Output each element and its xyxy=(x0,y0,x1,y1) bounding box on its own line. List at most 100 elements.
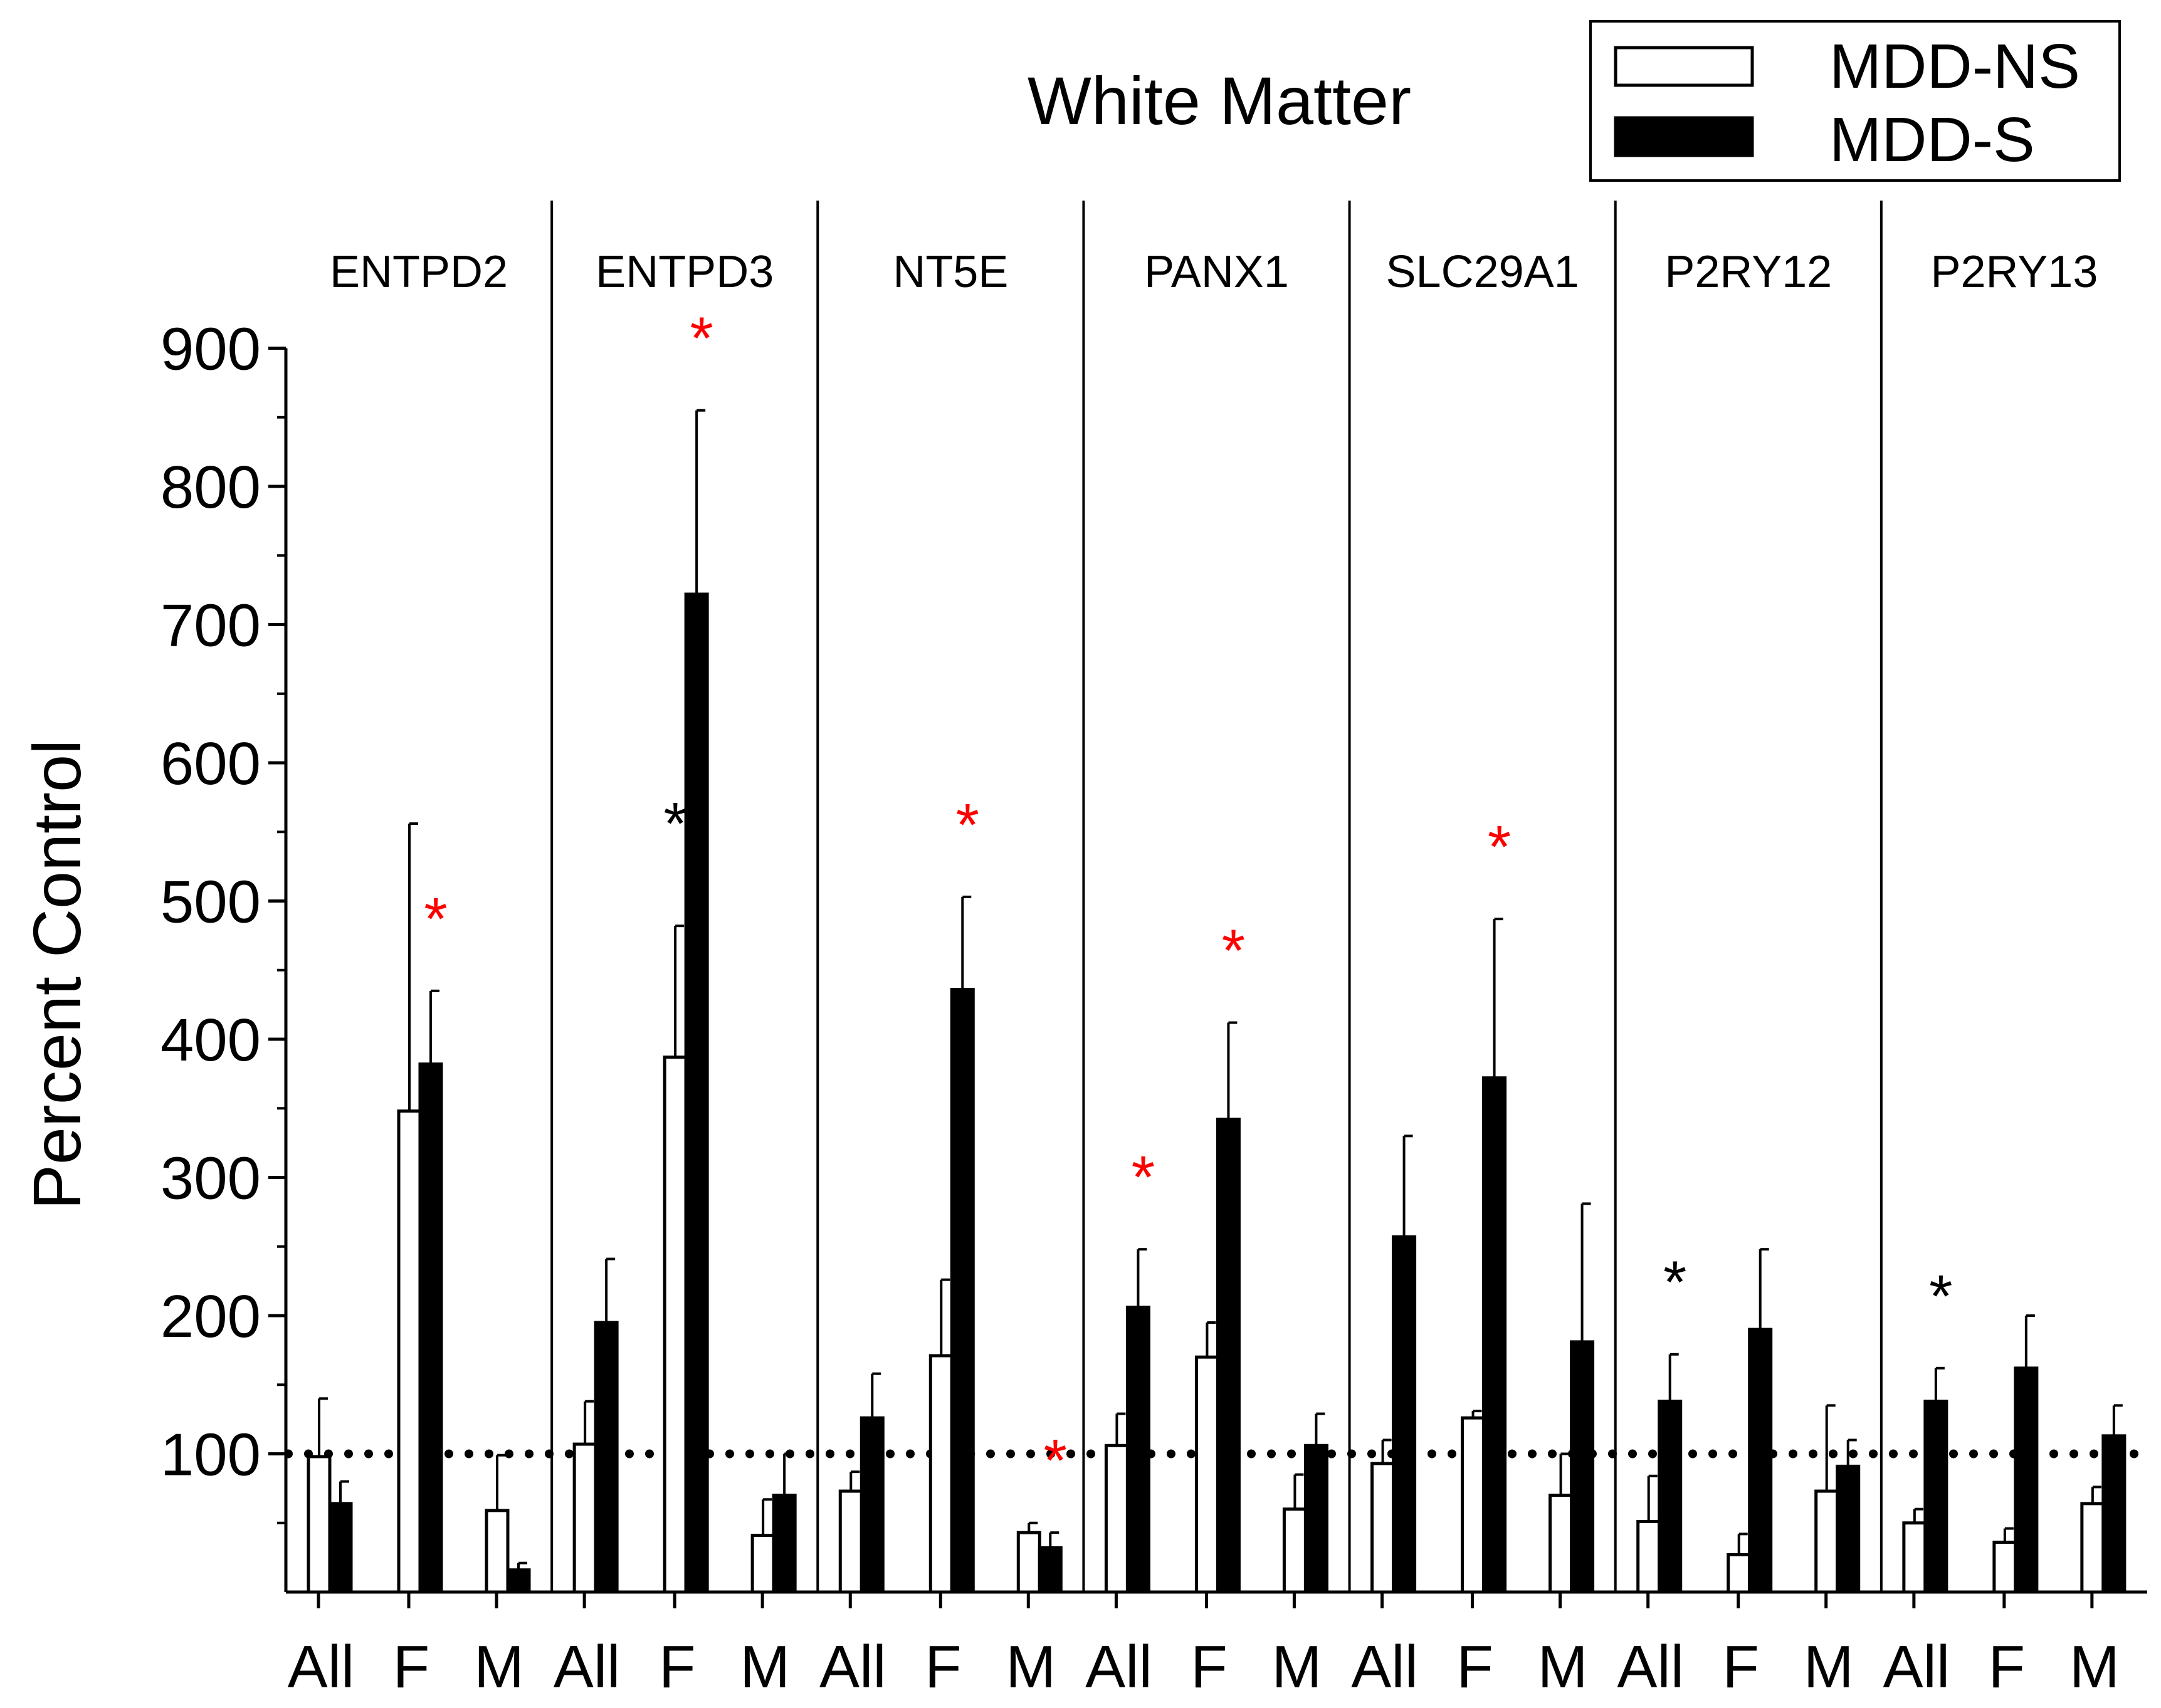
significance-star: * xyxy=(690,305,713,372)
y-tick-label: 600 xyxy=(160,730,261,797)
bar-mdd-ns xyxy=(838,1489,863,1594)
panel-label: P2RY12 xyxy=(1664,247,1832,297)
x-tick-label: F xyxy=(1722,1633,1759,1700)
bar-mdd-ns xyxy=(1461,1416,1486,1594)
x-tick-label: All xyxy=(288,1633,355,1700)
axes xyxy=(268,347,2147,1608)
bar-mdd-ns xyxy=(397,1109,422,1594)
significance-star: * xyxy=(1929,1263,1952,1330)
significance-star: * xyxy=(1663,1249,1686,1316)
chart-title: White Matter xyxy=(1028,63,1411,139)
x-tick-label: F xyxy=(1191,1633,1228,1700)
y-tick-label: 300 xyxy=(160,1145,261,1212)
bar-mdd-ns xyxy=(1727,1553,1752,1594)
legend-swatch-mdd-s xyxy=(1614,116,1754,157)
panel-label: NT5E xyxy=(893,247,1008,297)
significance-star: * xyxy=(1222,918,1245,985)
bar-mdd-s xyxy=(1570,1340,1595,1594)
bar-mdd-ns xyxy=(2080,1502,2105,1594)
bar-mdd-ns xyxy=(1370,1462,1396,1594)
x-tick-label: All xyxy=(819,1633,886,1700)
y-tick-label: 700 xyxy=(160,592,261,659)
bars xyxy=(307,409,2127,1594)
x-tick-label: F xyxy=(659,1633,696,1700)
bar-mdd-s xyxy=(328,1502,353,1594)
bar-mdd-ns xyxy=(1104,1443,1129,1594)
panel-label: P2RY13 xyxy=(1930,247,2098,297)
bar-mdd-s xyxy=(1216,1118,1241,1594)
x-tick-label: All xyxy=(1085,1633,1152,1700)
significance-star: * xyxy=(663,790,686,857)
y-tick-label: 900 xyxy=(160,316,261,383)
x-tick-label: M xyxy=(1804,1633,1854,1700)
bar-mdd-ns xyxy=(663,1056,688,1594)
bar-mdd-ns xyxy=(928,1354,954,1594)
significance-star: * xyxy=(1044,1427,1067,1494)
bar-mdd-s xyxy=(1923,1400,1948,1594)
x-tick-label: M xyxy=(2069,1633,2120,1700)
bar-mdd-s xyxy=(950,988,975,1594)
bar-mdd-s xyxy=(2014,1366,2039,1594)
bar-mdd-s xyxy=(1748,1328,1773,1594)
x-tick-label: F xyxy=(1989,1633,2026,1700)
bar-mdd-s xyxy=(1658,1400,1683,1594)
bar-mdd-s xyxy=(860,1416,885,1594)
bar-mdd-s xyxy=(1303,1443,1328,1594)
y-tick-label: 100 xyxy=(160,1422,261,1489)
bar-mdd-ns xyxy=(1814,1489,1839,1594)
legend-label-mdd-s: MDD-S xyxy=(1829,105,2035,175)
bar-mdd-ns xyxy=(1992,1541,2017,1594)
bar-mdd-ns xyxy=(307,1455,332,1594)
x-tick-label: M xyxy=(740,1633,790,1700)
bar-mdd-ns xyxy=(572,1442,597,1594)
significance-star: * xyxy=(424,886,447,953)
bar-mdd-ns xyxy=(1548,1494,1574,1594)
bar-mdd-ns xyxy=(750,1534,776,1594)
significance-star: * xyxy=(956,792,979,859)
panel-label: SLC29A1 xyxy=(1386,247,1579,297)
panel-label: ENTPD2 xyxy=(330,247,508,297)
x-tick-label: M xyxy=(1271,1633,1322,1700)
x-tick-label: All xyxy=(1883,1633,1950,1700)
x-tick-label: M xyxy=(1538,1633,1588,1700)
x-tick-label: All xyxy=(554,1633,621,1700)
bar-mdd-s xyxy=(594,1321,619,1594)
bar-mdd-s xyxy=(506,1568,531,1594)
y-axis-label: Percent Control xyxy=(19,740,95,1210)
bar-mdd-ns xyxy=(1194,1355,1219,1594)
panel-label: ENTPD3 xyxy=(596,247,774,297)
significance-star: * xyxy=(1132,1144,1155,1211)
panel-label: PANX1 xyxy=(1144,247,1289,297)
bar-mdd-s xyxy=(1836,1464,1861,1594)
bar-mdd-s xyxy=(1038,1546,1063,1594)
bar-mdd-s xyxy=(684,592,709,1594)
x-tick-label: All xyxy=(1617,1633,1684,1700)
x-tick-label: M xyxy=(474,1633,524,1700)
bar-mdd-ns xyxy=(1902,1521,1927,1594)
bar-mdd-s xyxy=(1392,1235,1417,1594)
bar-mdd-s xyxy=(1482,1076,1507,1594)
labels: 100 200 300 400 500 600 700 800 900 ENTPD2 All F * M E… xyxy=(160,247,2120,1700)
bar-mdd-s xyxy=(2101,1434,2127,1594)
significance-star: * xyxy=(1488,814,1511,881)
x-tick-label: F xyxy=(393,1633,430,1700)
x-tick-label: F xyxy=(1456,1633,1493,1700)
bar-mdd-s xyxy=(772,1494,797,1594)
bar-mdd-s xyxy=(1125,1306,1150,1594)
legend-swatch-mdd-ns xyxy=(1614,46,1754,87)
y-tick-label: 800 xyxy=(160,454,261,521)
legend: MDD-NS MDD-S xyxy=(1589,20,2121,182)
y-tick-label: 400 xyxy=(160,1007,261,1074)
x-tick-label: M xyxy=(1006,1633,1056,1700)
bar-mdd-ns xyxy=(1016,1531,1041,1594)
bar-mdd-ns xyxy=(1282,1507,1307,1594)
bar-mdd-ns xyxy=(1636,1520,1661,1594)
legend-label-mdd-ns: MDD-NS xyxy=(1829,31,2080,102)
panel-dividers xyxy=(550,201,1883,1592)
y-tick-label: 500 xyxy=(160,869,261,936)
bar-mdd-s xyxy=(418,1062,443,1594)
x-tick-label: F xyxy=(925,1633,962,1700)
y-tick-label: 200 xyxy=(160,1283,261,1350)
bar-mdd-ns xyxy=(485,1509,510,1594)
